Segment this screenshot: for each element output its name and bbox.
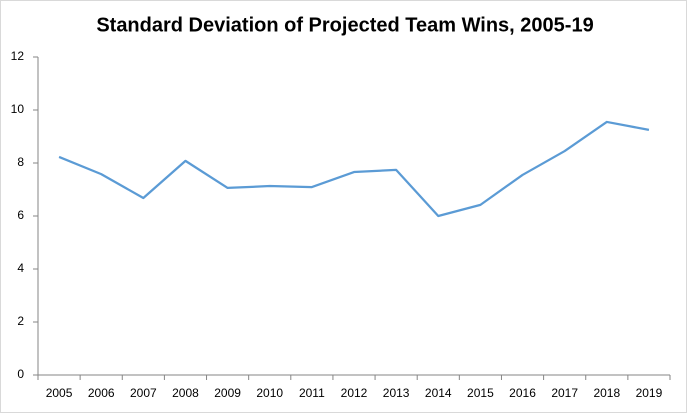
x-tick-label: 2016 (509, 386, 536, 400)
x-tick-label: 2015 (467, 386, 494, 400)
x-tick-label: 2005 (46, 386, 73, 400)
x-tick-label: 2013 (383, 386, 410, 400)
x-tick-label: 2012 (341, 386, 368, 400)
y-tick-label: 12 (11, 49, 25, 63)
x-tick-label: 2007 (130, 386, 157, 400)
data-line (58, 120, 650, 218)
y-tick-label: 8 (17, 155, 24, 169)
x-tick-label: 2014 (425, 386, 452, 400)
y-tick-label: 10 (11, 102, 25, 116)
x-tick-label: 2018 (593, 386, 620, 400)
x-tick-label: 2010 (256, 386, 283, 400)
y-tick-label: 0 (17, 367, 24, 381)
x-tick-label: 2019 (636, 386, 663, 400)
chart-title: Standard Deviation of Projected Team Win… (96, 14, 593, 36)
y-tick-label: 6 (17, 208, 24, 222)
x-tick-label: 2011 (299, 386, 325, 400)
x-tick-label: 2008 (172, 386, 199, 400)
y-tick-label: 4 (17, 261, 24, 275)
x-tick-label: 2006 (88, 386, 115, 400)
y-tick-label: 2 (17, 314, 24, 328)
x-tick-label: 2017 (551, 386, 578, 400)
x-tick-label: 2009 (214, 386, 241, 400)
